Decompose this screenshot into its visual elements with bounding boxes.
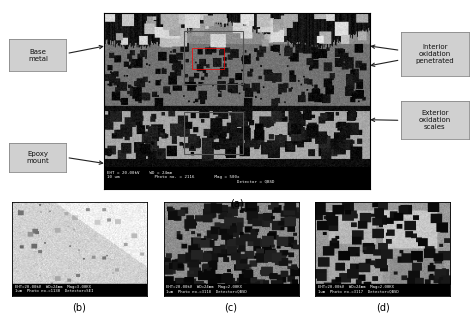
Bar — [184, 112, 243, 154]
Bar — [192, 48, 224, 70]
Bar — [184, 31, 243, 83]
Text: Exterior
oxidation
scales: Exterior oxidation scales — [419, 110, 451, 130]
Text: (d): (d) — [376, 302, 390, 312]
Text: (c): (c) — [225, 302, 237, 312]
Bar — [164, 284, 299, 296]
Bar — [12, 284, 147, 296]
Text: (a): (a) — [230, 198, 244, 209]
Text: Interior
oxidation
penetrated: Interior oxidation penetrated — [416, 43, 454, 64]
Text: Epoxy
mount: Epoxy mount — [27, 151, 49, 164]
Text: EHT = 20.00kV    WD = 24mm
10 um              Photo no. = 2116        Mag = 500x: EHT = 20.00kV WD = 24mm 10 um Photo no. … — [107, 170, 274, 184]
Text: EHT=20.00kV  WD=24mm  Mag=3.00KX
1um  Photo no.=1130  Detector=SEI: EHT=20.00kV WD=24mm Mag=3.00KX 1um Photo… — [15, 285, 93, 293]
Bar — [105, 167, 370, 189]
Text: EHT=20.00kV  WD=24mm  Mag=2.00KX
1um  Photo no.=3117  Detector=QBSD: EHT=20.00kV WD=24mm Mag=2.00KX 1um Photo… — [318, 285, 399, 293]
Text: EHT=20.00kV  WD=24mm  Mag=2.00KX
1um  Photo no.=3118  Detector=QBSD: EHT=20.00kV WD=24mm Mag=2.00KX 1um Photo… — [166, 285, 247, 293]
Text: Base
metal: Base metal — [28, 49, 48, 62]
Text: (b): (b) — [73, 302, 86, 312]
Bar — [316, 284, 451, 296]
